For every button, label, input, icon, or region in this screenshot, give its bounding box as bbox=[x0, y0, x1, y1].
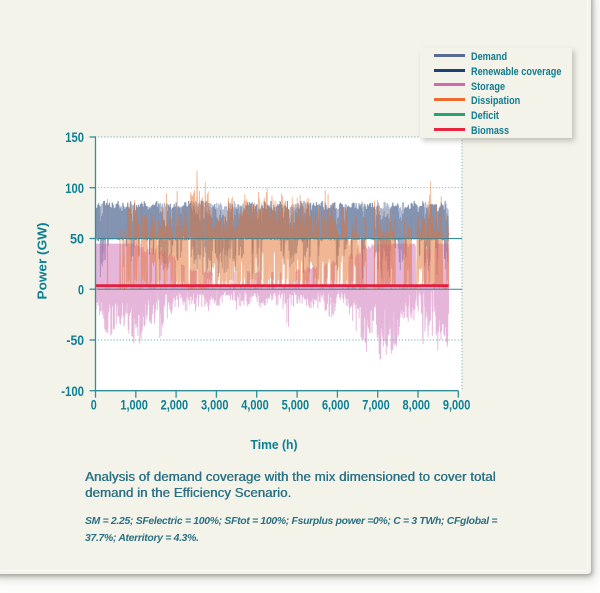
svg-text:9,000: 9,000 bbox=[443, 397, 471, 412]
svg-text:50: 50 bbox=[70, 231, 84, 247]
svg-text:Time (h): Time (h) bbox=[251, 437, 298, 452]
svg-text:8,000: 8,000 bbox=[403, 397, 431, 412]
svg-text:Power (GW): Power (GW) bbox=[35, 223, 50, 300]
svg-text:-50: -50 bbox=[66, 332, 84, 348]
svg-text:0: 0 bbox=[91, 397, 97, 412]
svg-text:3,000: 3,000 bbox=[201, 397, 229, 412]
svg-text:2,000: 2,000 bbox=[161, 397, 189, 412]
svg-text:7,000: 7,000 bbox=[362, 397, 390, 412]
svg-text:150: 150 bbox=[65, 129, 84, 145]
svg-text:6,000: 6,000 bbox=[322, 397, 350, 412]
svg-text:1,000: 1,000 bbox=[120, 397, 148, 412]
svg-text:-100: -100 bbox=[61, 383, 84, 399]
svg-text:100: 100 bbox=[65, 180, 84, 196]
svg-text:5,000: 5,000 bbox=[282, 397, 310, 412]
svg-text:0: 0 bbox=[78, 281, 84, 297]
svg-text:4,000: 4,000 bbox=[241, 397, 269, 412]
